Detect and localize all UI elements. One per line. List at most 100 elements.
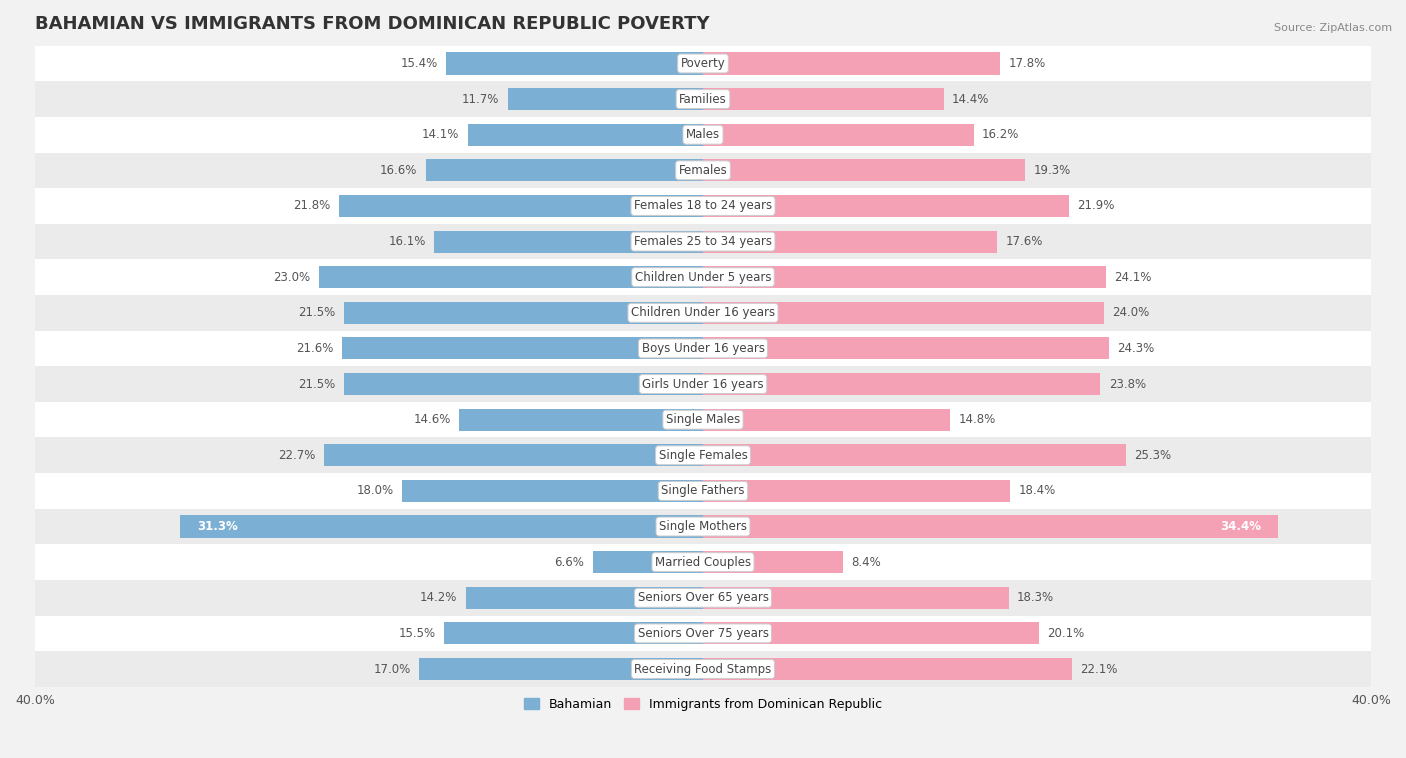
- Text: 14.4%: 14.4%: [952, 92, 990, 105]
- Bar: [703, 88, 943, 110]
- Bar: [35, 509, 1371, 544]
- Text: 16.6%: 16.6%: [380, 164, 418, 177]
- Text: 25.3%: 25.3%: [1133, 449, 1171, 462]
- Bar: [444, 622, 703, 644]
- Text: 16.2%: 16.2%: [981, 128, 1019, 141]
- Text: Seniors Over 65 years: Seniors Over 65 years: [637, 591, 769, 604]
- Bar: [593, 551, 703, 573]
- Text: 17.0%: 17.0%: [374, 662, 411, 675]
- Text: Poverty: Poverty: [681, 57, 725, 70]
- Bar: [35, 437, 1371, 473]
- Bar: [703, 515, 1278, 537]
- Text: BAHAMIAN VS IMMIGRANTS FROM DOMINICAN REPUBLIC POVERTY: BAHAMIAN VS IMMIGRANTS FROM DOMINICAN RE…: [35, 15, 710, 33]
- Bar: [342, 337, 703, 359]
- Bar: [434, 230, 703, 252]
- Text: Receiving Food Stamps: Receiving Food Stamps: [634, 662, 772, 675]
- Bar: [35, 45, 1371, 81]
- Text: 17.6%: 17.6%: [1005, 235, 1043, 248]
- Text: 20.1%: 20.1%: [1047, 627, 1084, 640]
- Text: Children Under 16 years: Children Under 16 years: [631, 306, 775, 319]
- Bar: [180, 515, 703, 537]
- Text: Single Fathers: Single Fathers: [661, 484, 745, 497]
- Bar: [703, 195, 1069, 217]
- Bar: [703, 159, 1025, 181]
- Text: Females: Females: [679, 164, 727, 177]
- Bar: [339, 195, 703, 217]
- Bar: [703, 480, 1011, 502]
- Bar: [703, 124, 973, 146]
- Text: Females 18 to 24 years: Females 18 to 24 years: [634, 199, 772, 212]
- Text: Single Mothers: Single Mothers: [659, 520, 747, 533]
- Text: 15.4%: 15.4%: [401, 57, 437, 70]
- Bar: [323, 444, 703, 466]
- Text: Source: ZipAtlas.com: Source: ZipAtlas.com: [1274, 23, 1392, 33]
- Text: Males: Males: [686, 128, 720, 141]
- Bar: [35, 330, 1371, 366]
- Bar: [35, 259, 1371, 295]
- Bar: [703, 230, 997, 252]
- Text: 24.1%: 24.1%: [1114, 271, 1152, 283]
- Bar: [35, 366, 1371, 402]
- Text: 18.3%: 18.3%: [1017, 591, 1054, 604]
- Text: 16.1%: 16.1%: [388, 235, 426, 248]
- Text: 21.6%: 21.6%: [297, 342, 333, 355]
- Text: Single Females: Single Females: [658, 449, 748, 462]
- Text: Single Males: Single Males: [666, 413, 740, 426]
- Text: Seniors Over 75 years: Seniors Over 75 years: [637, 627, 769, 640]
- Bar: [35, 152, 1371, 188]
- Bar: [35, 580, 1371, 615]
- Bar: [465, 587, 703, 609]
- Text: 21.5%: 21.5%: [298, 306, 336, 319]
- Bar: [319, 266, 703, 288]
- Bar: [703, 409, 950, 431]
- Bar: [703, 337, 1109, 359]
- Bar: [419, 658, 703, 680]
- Text: 11.7%: 11.7%: [461, 92, 499, 105]
- Bar: [446, 52, 703, 74]
- Bar: [35, 117, 1371, 152]
- Bar: [703, 551, 844, 573]
- Text: 31.3%: 31.3%: [197, 520, 238, 533]
- Text: 14.2%: 14.2%: [420, 591, 457, 604]
- Bar: [703, 266, 1105, 288]
- Bar: [703, 52, 1000, 74]
- Bar: [344, 302, 703, 324]
- Text: Families: Families: [679, 92, 727, 105]
- Text: 14.1%: 14.1%: [422, 128, 460, 141]
- Text: 14.8%: 14.8%: [959, 413, 995, 426]
- Bar: [468, 124, 703, 146]
- Text: 34.4%: 34.4%: [1220, 520, 1261, 533]
- Bar: [35, 473, 1371, 509]
- Text: 18.4%: 18.4%: [1019, 484, 1056, 497]
- Bar: [426, 159, 703, 181]
- Bar: [35, 651, 1371, 687]
- Bar: [402, 480, 703, 502]
- Text: 22.1%: 22.1%: [1080, 662, 1118, 675]
- Bar: [703, 302, 1104, 324]
- Bar: [35, 188, 1371, 224]
- Legend: Bahamian, Immigrants from Dominican Republic: Bahamian, Immigrants from Dominican Repu…: [519, 693, 887, 716]
- Text: 21.8%: 21.8%: [294, 199, 330, 212]
- Text: 21.9%: 21.9%: [1077, 199, 1115, 212]
- Text: 6.6%: 6.6%: [554, 556, 585, 568]
- Bar: [344, 373, 703, 395]
- Text: Females 25 to 34 years: Females 25 to 34 years: [634, 235, 772, 248]
- Bar: [703, 444, 1126, 466]
- Text: 22.7%: 22.7%: [278, 449, 315, 462]
- Text: 24.0%: 24.0%: [1112, 306, 1150, 319]
- Bar: [35, 295, 1371, 330]
- Bar: [35, 224, 1371, 259]
- Bar: [703, 622, 1039, 644]
- Text: Married Couples: Married Couples: [655, 556, 751, 568]
- Bar: [35, 544, 1371, 580]
- Bar: [508, 88, 703, 110]
- Bar: [35, 81, 1371, 117]
- Text: 21.5%: 21.5%: [298, 377, 336, 390]
- Text: 24.3%: 24.3%: [1118, 342, 1154, 355]
- Text: Children Under 5 years: Children Under 5 years: [634, 271, 772, 283]
- Text: 19.3%: 19.3%: [1033, 164, 1071, 177]
- Text: 23.0%: 23.0%: [273, 271, 311, 283]
- Text: 8.4%: 8.4%: [852, 556, 882, 568]
- Text: 23.8%: 23.8%: [1109, 377, 1146, 390]
- Bar: [703, 658, 1073, 680]
